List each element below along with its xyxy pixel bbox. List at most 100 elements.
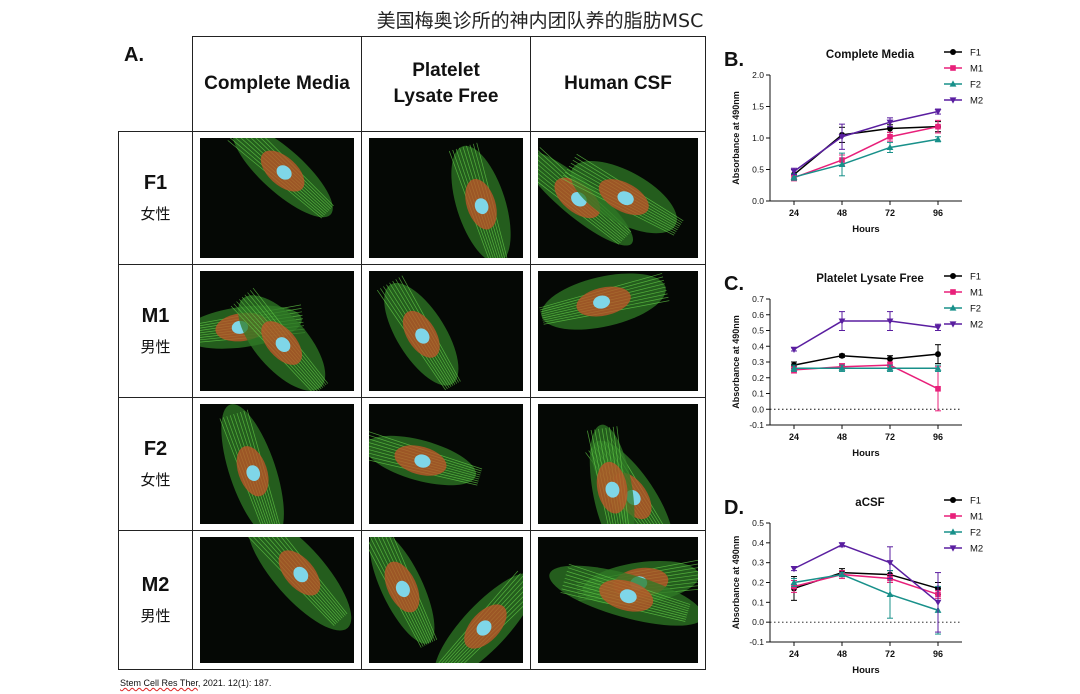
x-tick-label: 72 [885, 432, 895, 442]
citation: Stem Cell Res Ther, 2021. 12(1): 187. [120, 678, 272, 688]
panel-label: C. [724, 273, 744, 295]
micrograph-image [369, 138, 523, 258]
micrograph-image [538, 271, 698, 391]
series-m2 [790, 542, 942, 633]
series-m2 [790, 108, 942, 176]
chart-platelet-lysate-free: C. Platelet Lysate Free -0.1 0.0 0.1 0.2 0.3 0.… [722, 264, 1012, 469]
x-tick-label: 96 [933, 208, 943, 218]
data-point [790, 346, 798, 353]
data-point [838, 570, 846, 578]
legend-label: F2 [970, 80, 981, 91]
data-point [839, 352, 845, 359]
y-tick-label: 0.4 [752, 341, 764, 351]
data-point [934, 364, 942, 371]
row-sex: 男性 [140, 607, 171, 625]
legend-marker [950, 497, 956, 503]
column-header-platelet-lysate-free: Platelet Lysate Free [361, 36, 531, 132]
chart-title: Platelet Lysate Free [816, 273, 924, 285]
legend-marker [949, 80, 957, 87]
micrograph-image [538, 537, 698, 663]
x-tick-label: 48 [837, 649, 847, 659]
x-tick-label: 24 [789, 432, 799, 442]
data-point [934, 599, 942, 606]
row-label-m1: M1 男性 [118, 264, 193, 398]
chart-complete-media: B. Complete Media 0.0 0.5 1.0 1.5 2.0 24 48 72 96 H… [722, 40, 1012, 245]
x-axis-label: Hours [852, 665, 879, 676]
series-f2 [790, 135, 942, 181]
series-line [793, 125, 939, 179]
y-axis-label: Absorbance at 490nm [731, 536, 741, 630]
chart-title: Complete Media [826, 49, 915, 61]
legend-marker [949, 304, 957, 311]
micrograph-cell [192, 397, 362, 531]
chart-svg: C. Platelet Lysate Free -0.1 0.0 0.1 0.2 0.3 0.… [724, 272, 983, 460]
y-axis-label: Absorbance at 490nm [731, 315, 741, 409]
y-tick-label: 2.0 [752, 70, 764, 80]
data-point [790, 168, 798, 175]
legend-marker [950, 273, 956, 279]
y-tick-label: 0.4 [752, 538, 764, 548]
y-tick-label: 0.2 [752, 373, 764, 383]
row-code: M2 [141, 574, 170, 596]
micrograph-cell [192, 530, 362, 670]
panel-a-label: A. [124, 44, 144, 66]
x-tick-label: 72 [885, 208, 895, 218]
data-point [934, 135, 942, 142]
micrograph-grid: Complete Media Platelet Lysate Free Huma… [118, 36, 706, 670]
y-tick-label: 1.5 [752, 102, 764, 112]
row-label-f1: F1 女性 [118, 131, 193, 265]
row-label-m2: M2 男性 [118, 530, 193, 670]
x-tick-label: 96 [933, 432, 943, 442]
panel-label: B. [724, 49, 744, 71]
series-line [793, 138, 939, 178]
panel-label: D. [724, 497, 744, 519]
data-point [886, 560, 894, 567]
y-tick-label: 0.5 [752, 165, 764, 175]
row-code: F2 [143, 438, 168, 460]
legend-marker [950, 65, 956, 71]
axes [769, 75, 962, 202]
legend-marker [949, 545, 957, 552]
legend-label: F2 [970, 528, 981, 539]
legend-label: F1 [970, 272, 981, 283]
data-point [790, 173, 798, 180]
y-tick-label: 0.3 [752, 357, 764, 367]
data-point [935, 385, 941, 392]
chart-title: aCSF [855, 497, 884, 509]
legend-label: M1 [970, 288, 983, 299]
legend: F1 M1 F2 M2 [944, 272, 983, 331]
row-sex: 男性 [140, 338, 171, 356]
micrograph-cell [192, 131, 362, 265]
data-point [935, 351, 941, 358]
legend-marker [949, 321, 957, 328]
row-code: F1 [143, 172, 168, 194]
x-tick-label: 96 [933, 649, 943, 659]
micrograph-cell [361, 264, 531, 398]
y-tick-label: 0.1 [752, 389, 764, 399]
series-line [793, 573, 939, 596]
x-tick-label: 48 [837, 208, 847, 218]
data-point [838, 134, 846, 141]
data-point [886, 318, 894, 325]
y-tick-label: -0.1 [749, 637, 764, 647]
legend-label: M2 [970, 320, 983, 331]
micrograph-cell [530, 131, 706, 265]
data-point [790, 364, 798, 371]
legend: F1 M1 F2 M2 [944, 496, 983, 555]
x-tick-label: 24 [789, 208, 799, 218]
series-line [793, 353, 939, 366]
data-point [886, 119, 894, 126]
data-point [887, 355, 893, 362]
series-line [793, 573, 939, 611]
y-tick-label: -0.1 [749, 420, 764, 430]
data-point [886, 364, 894, 371]
data-point [934, 108, 942, 116]
micrograph-cell [361, 397, 531, 531]
row-sex: 女性 [140, 205, 171, 223]
micrograph-image [538, 138, 698, 258]
data-point [887, 133, 893, 140]
data-point [790, 566, 798, 573]
y-tick-label: 0.3 [752, 558, 764, 568]
column-header-complete-media: Complete Media [192, 36, 362, 132]
legend: F1 M1 F2 M2 [944, 48, 983, 107]
